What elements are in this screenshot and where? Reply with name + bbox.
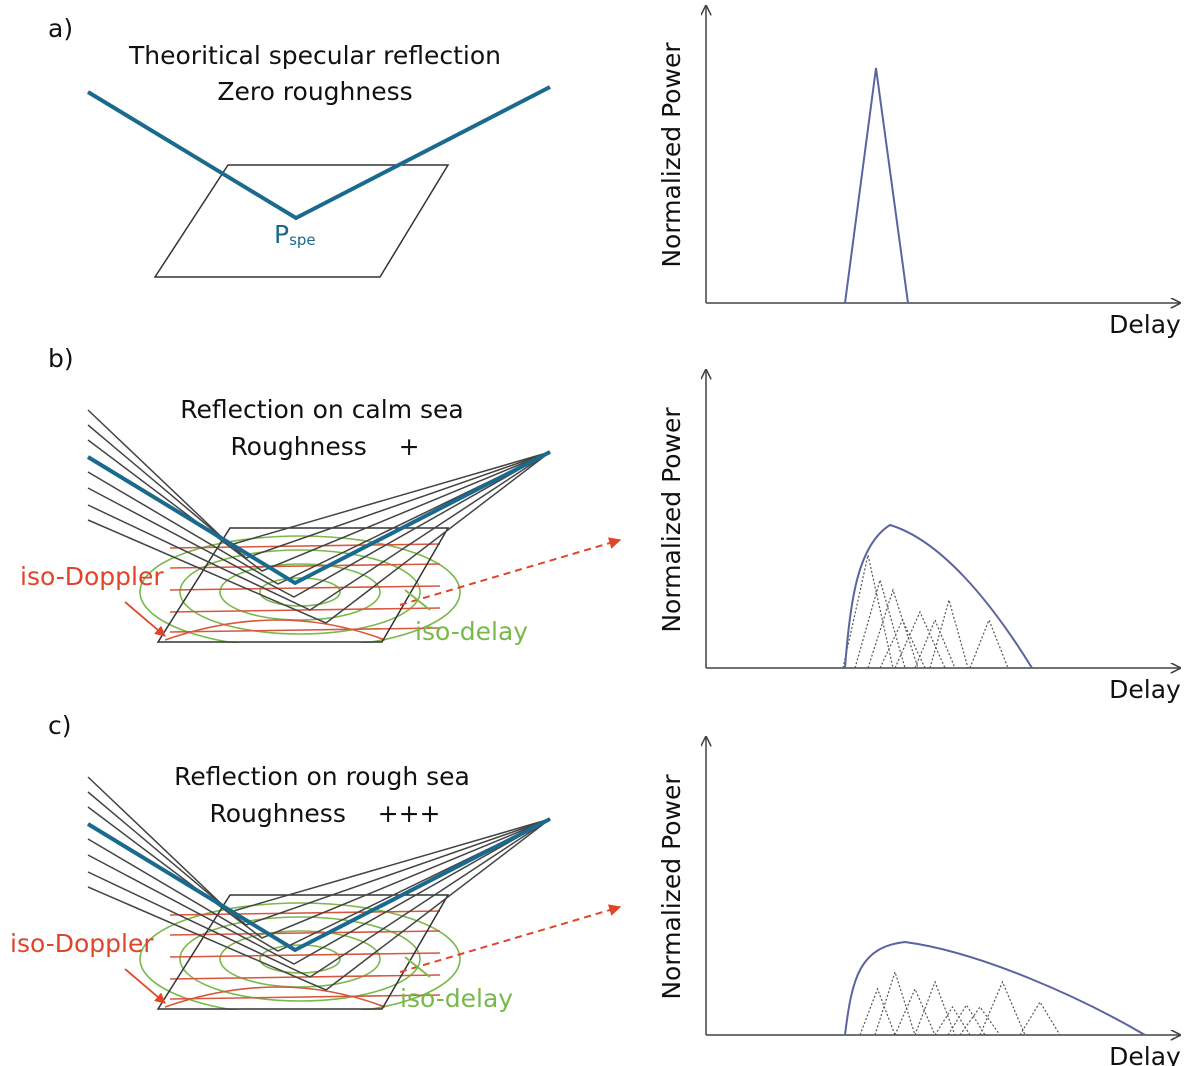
pointer	[124, 968, 166, 1004]
waveform	[844, 940, 1146, 1036]
sub-waveform	[879, 618, 926, 669]
sub-waveform	[874, 970, 916, 1036]
iso-doppler-line	[169, 974, 441, 980]
iso-doppler-line	[169, 585, 441, 591]
pointer	[124, 601, 166, 637]
ray	[87, 818, 551, 991]
iso-delay-label: iso-delay	[400, 984, 513, 1013]
ray	[87, 439, 551, 572]
waveform	[844, 523, 1033, 669]
panel-a: a) Theoritical specular reflection Zero …	[48, 6, 1181, 339]
sub-waveform	[859, 987, 896, 1036]
x-axis-label: Delay	[1109, 1042, 1181, 1066]
subtitle: Zero roughness	[217, 77, 412, 106]
subtitle: Roughness +++	[209, 799, 440, 828]
iso-doppler-line	[169, 930, 441, 936]
iso-doppler-label: iso-Doppler	[20, 562, 164, 591]
ray	[87, 791, 551, 926]
scatter-arrow	[399, 537, 622, 606]
ray	[87, 451, 551, 611]
iso-delay-label: iso-delay	[415, 617, 528, 646]
iso-delay-line	[219, 930, 381, 988]
iso-doppler-line	[169, 607, 441, 613]
iso-delay-line	[179, 549, 421, 635]
subtitle: Roughness +	[230, 432, 419, 461]
ray	[86, 85, 551, 221]
panel-b: b) Reflection on calm sea Roughness + iso-D…	[20, 344, 1181, 704]
mask	[100, 643, 480, 703]
y-axis-label: Normalized Power	[657, 774, 686, 1000]
sub-waveform	[914, 618, 956, 669]
iso-delay-line	[219, 563, 381, 621]
sub-waveform	[934, 1005, 971, 1036]
x-axis-label: Delay	[1109, 675, 1181, 704]
ray	[87, 806, 551, 939]
ray	[87, 451, 551, 585]
sub-waveform	[929, 597, 969, 669]
sub-waveform	[867, 588, 919, 669]
surface	[153, 164, 450, 278]
panel-c: c) Reflection on rough sea Roughness +++ is…	[10, 711, 1181, 1066]
panel-label: b)	[48, 344, 74, 373]
sub-waveform	[979, 980, 1026, 1036]
surface	[156, 894, 450, 1010]
sub-waveform	[894, 610, 946, 669]
iso-doppler-label: iso-Doppler	[10, 929, 154, 958]
ray	[87, 451, 551, 624]
surface	[156, 527, 450, 643]
ray	[87, 818, 551, 965]
mask	[100, 1010, 480, 1066]
iso-doppler-line	[169, 627, 441, 633]
y-axis-label: Normalized Power	[657, 42, 686, 268]
sub-waveform	[969, 618, 1009, 669]
sub-waveform	[1019, 1000, 1061, 1036]
sub-waveform	[854, 577, 906, 669]
iso-doppler-line	[169, 563, 441, 569]
ray	[86, 817, 551, 953]
sub-waveform	[842, 554, 894, 669]
panel-label: a)	[48, 14, 73, 43]
iso-doppler-line	[169, 952, 441, 958]
ray	[87, 451, 551, 598]
panel-label: c)	[48, 711, 72, 740]
ray	[87, 818, 551, 952]
iso-delay-line	[179, 916, 421, 1002]
point-label: Pspe	[274, 220, 316, 249]
sub-waveform	[894, 987, 936, 1036]
iso-doppler-line	[164, 986, 386, 1008]
iso-doppler-line	[169, 994, 441, 1000]
pointer	[404, 956, 431, 978]
pointer	[404, 589, 431, 611]
sub-waveform	[959, 1005, 1001, 1036]
scatter-arrow	[399, 904, 622, 973]
title: Reflection on calm sea	[180, 395, 463, 424]
waveform	[844, 67, 909, 304]
ray	[87, 818, 551, 978]
title: Theoritical specular reflection	[128, 41, 501, 70]
title: Reflection on rough sea	[174, 762, 470, 791]
sub-waveform	[914, 980, 956, 1036]
ray	[87, 424, 551, 559]
y-axis-label: Normalized Power	[657, 407, 686, 633]
ray	[86, 450, 551, 586]
x-axis-label: Delay	[1109, 310, 1181, 339]
iso-doppler-line	[164, 619, 386, 641]
